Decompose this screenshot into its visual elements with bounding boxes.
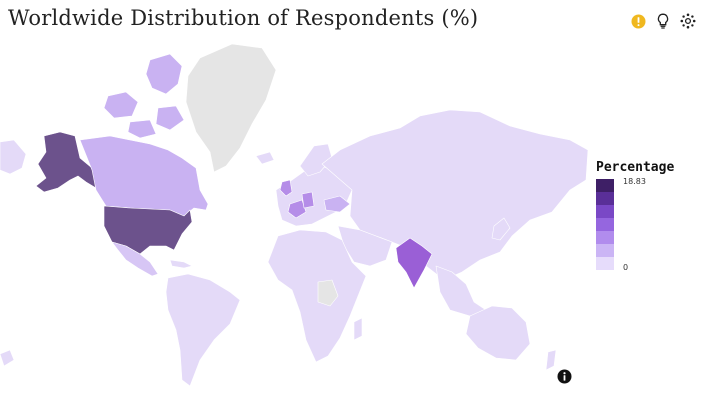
legend-step-6 [596,257,614,270]
region-africa[interactable] [267,229,367,363]
region-india[interactable] [395,237,433,289]
region-japan[interactable] [491,217,511,241]
legend-step-0 [596,179,614,192]
legend-step-3 [596,218,614,231]
region-iceland[interactable] [255,151,275,165]
region-germany[interactable] [301,191,315,209]
legend-step-5 [596,244,614,257]
settings-icon[interactable] [680,13,696,29]
region-canada[interactable] [79,135,209,217]
info-icon[interactable] [557,369,572,384]
region-greenland[interactable] [185,43,277,173]
region-australia[interactable] [465,305,531,361]
page-title: Worldwide Distribution of Respondents (%… [8,6,479,30]
legend-max-label: 18.83 [623,177,646,186]
region-dr-congo[interactable] [317,279,339,307]
legend-title: Percentage [596,160,675,175]
legend-step-4 [596,231,614,244]
legend-color-scale [596,179,614,273]
region-chukotka[interactable] [0,139,27,175]
warning-icon[interactable] [630,13,646,29]
region-se-asia[interactable] [435,265,487,317]
region-madagascar[interactable] [353,317,363,341]
region-arctic-islands[interactable] [103,53,185,139]
region-france[interactable] [287,199,307,219]
legend-step-1 [596,192,614,205]
legend-min-label: 0 [623,263,629,272]
region-new-zealand[interactable] [545,349,557,371]
region-alaska[interactable] [35,131,97,193]
world-map [0,43,589,387]
lightbulb-icon[interactable] [655,13,671,29]
region-mexico[interactable] [111,241,159,277]
legend: Percentage 18.83 0 [596,160,674,273]
region-caribbean[interactable] [169,259,193,269]
region-uk[interactable] [279,179,293,197]
toolbar [630,13,696,29]
legend-step-2 [596,205,614,218]
region-ukraine[interactable] [323,195,351,213]
region-south-america[interactable] [165,273,241,387]
region-southern-islands[interactable] [0,349,15,367]
